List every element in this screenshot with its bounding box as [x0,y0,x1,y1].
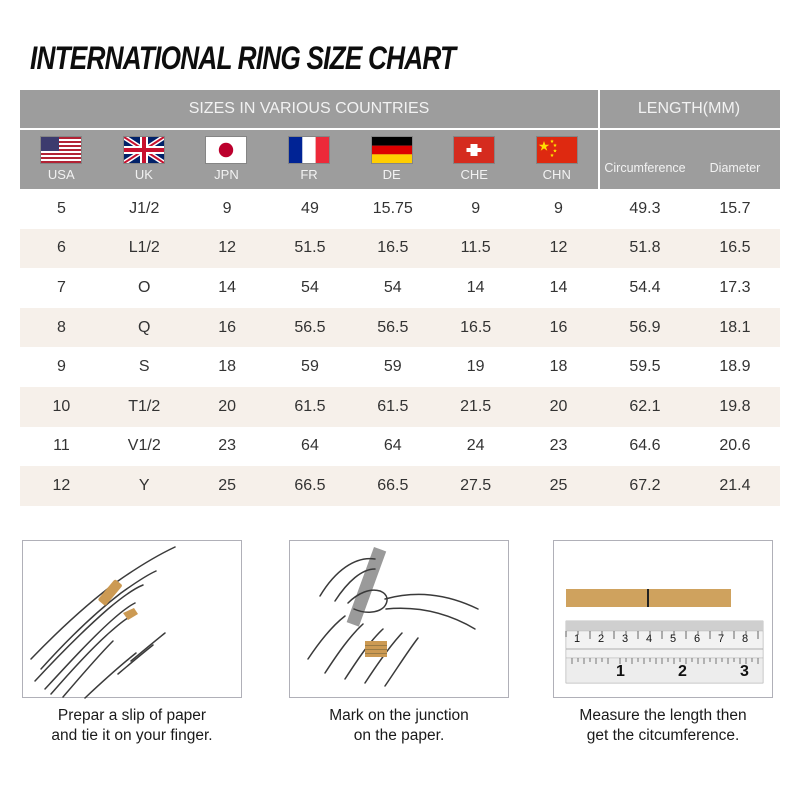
svg-text:3: 3 [622,633,628,645]
svg-text:7: 7 [718,633,724,645]
svg-text:5: 5 [670,633,676,645]
svg-text:6: 6 [694,633,700,645]
svg-text:1: 1 [574,633,580,645]
svg-text:4: 4 [646,633,652,645]
svg-text:3: 3 [740,663,749,680]
svg-text:8: 8 [742,633,748,645]
svg-text:1: 1 [616,663,625,680]
svg-text:2: 2 [598,633,604,645]
svg-text:2: 2 [678,663,687,680]
